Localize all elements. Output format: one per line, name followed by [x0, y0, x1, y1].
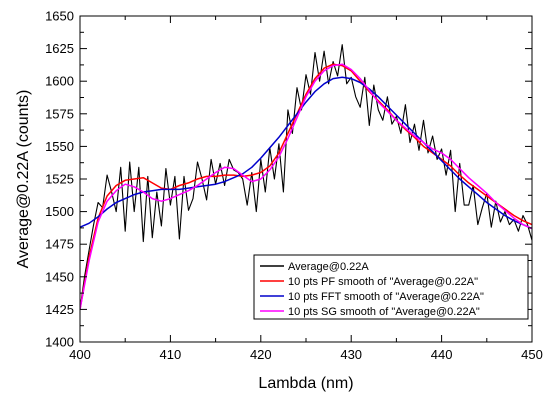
series-layer — [80, 44, 532, 310]
x-tick-label: 420 — [250, 347, 272, 362]
y-axis-ticks: 1400 1425 1450 1475 1500 1525 1550 1575 1600 1625… — [45, 9, 532, 350]
y-tick-label: 1400 — [45, 335, 74, 350]
legend-label: 10 pts SG smooth of "Average@0.22A" — [288, 306, 480, 318]
y-tick-label: 1625 — [45, 41, 74, 56]
y-tick-label: 1650 — [45, 9, 74, 24]
legend-label: 10 pts PF smooth of "Average@0.22A" — [288, 276, 478, 288]
series-line-4 — [80, 63, 532, 310]
legend-box — [253, 254, 529, 320]
x-tick-label: 450 — [521, 347, 543, 362]
legend-label: 10 pts FFT smooth of "Average@0.22A" — [288, 291, 484, 303]
x-axis-ticks: 400 410 420 430 440 450 — [69, 16, 543, 362]
series-line-3 — [80, 76, 532, 230]
y-tick-label: 1550 — [45, 139, 74, 154]
y-tick-label: 1575 — [45, 106, 74, 121]
x-tick-label: 410 — [160, 347, 182, 362]
x-axis-title: Lambda (nm) — [258, 375, 353, 392]
y-tick-label: 1525 — [45, 172, 74, 187]
legend-label: Average@0.22A — [288, 261, 369, 273]
series-line-2 — [80, 63, 532, 310]
y-tick-label: 1450 — [45, 269, 74, 284]
legend: Average@0.22A 10 pts PF smooth of "Averag… — [253, 254, 529, 320]
y-tick-label: 1600 — [45, 74, 74, 89]
series-line-1 — [80, 44, 532, 310]
x-tick-label: 430 — [340, 347, 362, 362]
x-tick-label: 440 — [431, 347, 453, 362]
x-tick-label: 400 — [69, 347, 91, 362]
y-tick-label: 1475 — [45, 237, 74, 252]
y-axis-title: Average@0.22A (counts) — [15, 90, 32, 269]
y-tick-label: 1500 — [45, 204, 74, 219]
y-tick-label: 1425 — [45, 302, 74, 317]
